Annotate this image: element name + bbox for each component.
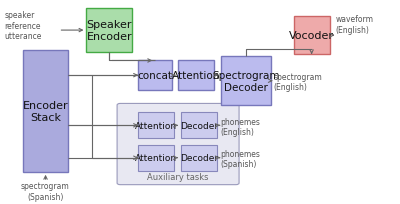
FancyBboxPatch shape <box>178 61 214 90</box>
Text: Vocoder: Vocoder <box>289 31 334 41</box>
Text: Attention: Attention <box>172 71 220 81</box>
FancyBboxPatch shape <box>117 104 239 185</box>
Text: Encoder
Stack: Encoder Stack <box>23 100 68 123</box>
FancyBboxPatch shape <box>138 113 174 139</box>
FancyBboxPatch shape <box>23 51 68 172</box>
Text: Attention: Attention <box>135 153 177 162</box>
Text: spectrogram
(Spanish): spectrogram (Spanish) <box>21 182 70 201</box>
FancyBboxPatch shape <box>221 57 270 105</box>
Text: Speaker
Encoder: Speaker Encoder <box>86 20 132 42</box>
Text: Decoder: Decoder <box>180 153 218 162</box>
Text: Spectrogram
Decoder: Spectrogram Decoder <box>212 70 279 92</box>
FancyBboxPatch shape <box>138 61 172 90</box>
Text: Auxiliary tasks: Auxiliary tasks <box>147 173 209 182</box>
FancyBboxPatch shape <box>181 113 217 139</box>
Text: speaker
reference
utterance: speaker reference utterance <box>5 11 42 41</box>
FancyBboxPatch shape <box>294 17 330 55</box>
Text: concat: concat <box>138 71 173 81</box>
Text: waveform
(English): waveform (English) <box>336 15 374 34</box>
FancyBboxPatch shape <box>86 9 132 53</box>
Text: phonemes
(Spanish): phonemes (Spanish) <box>221 149 261 169</box>
Text: spectrogram
(English): spectrogram (English) <box>274 73 322 92</box>
FancyBboxPatch shape <box>138 145 174 171</box>
Text: phonemes
(English): phonemes (English) <box>221 117 261 136</box>
Text: Attention: Attention <box>135 121 177 130</box>
Text: Decoder: Decoder <box>180 121 218 130</box>
FancyBboxPatch shape <box>181 145 217 171</box>
